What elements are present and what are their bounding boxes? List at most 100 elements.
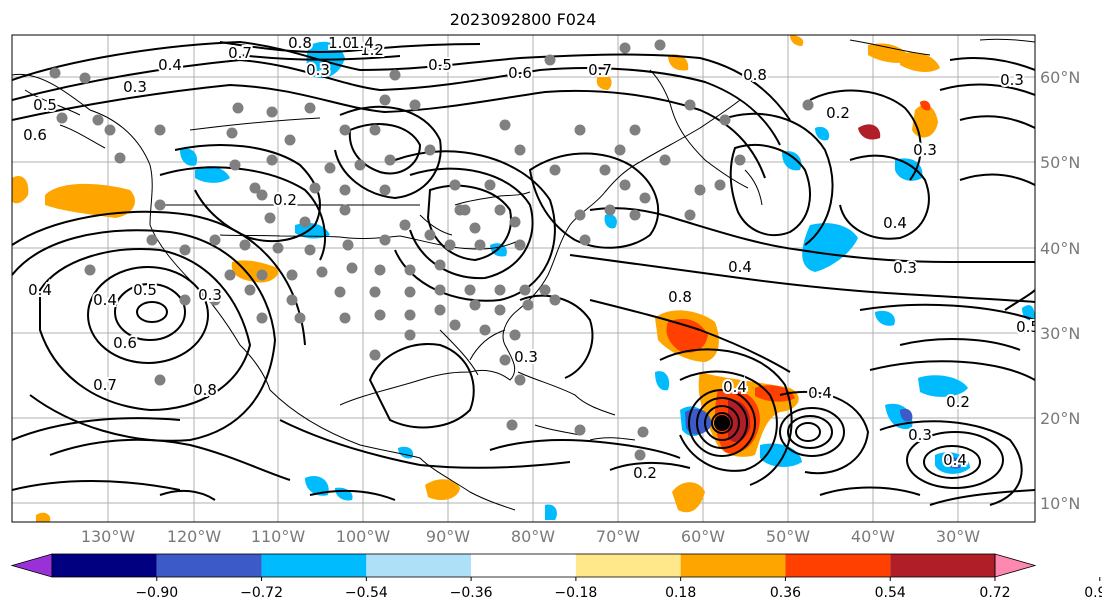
contour-label: 0.2 xyxy=(946,393,970,411)
station-marker xyxy=(154,374,166,386)
contour-label: 0.2 xyxy=(633,464,657,482)
contour-label: 0.4 xyxy=(28,281,52,299)
contour-label: 0.2 xyxy=(826,104,850,122)
contour-label: 0.7 xyxy=(93,376,117,394)
station-marker xyxy=(539,284,551,296)
station-marker xyxy=(404,309,416,321)
contour-label: 0.3 xyxy=(123,78,147,96)
station-marker xyxy=(334,286,346,298)
map-frame xyxy=(11,34,1036,523)
station-marker xyxy=(494,204,506,216)
station-marker xyxy=(494,304,506,316)
station-marker xyxy=(294,312,306,324)
latitude-label: 40°N xyxy=(1040,239,1080,258)
station-marker xyxy=(229,159,241,171)
fill-orange xyxy=(672,482,705,513)
fill-blue xyxy=(918,375,968,397)
station-marker xyxy=(264,212,276,224)
station-marker xyxy=(506,419,518,431)
station-marker xyxy=(629,209,641,221)
contour-label: 0.5 xyxy=(1016,318,1040,336)
station-markers xyxy=(49,39,814,461)
station-marker xyxy=(179,294,191,306)
station-marker xyxy=(434,304,446,316)
longitude-label: 100°W xyxy=(336,527,391,546)
colorbar-segment xyxy=(52,554,157,577)
station-marker xyxy=(599,164,611,176)
latitude-labels: 60°N 50°N 40°N 30°N 20°N 10°N xyxy=(1040,68,1080,513)
fill-darkred xyxy=(858,124,881,140)
colorbar-tick-label: 0.90 xyxy=(1084,585,1102,601)
fill-blue xyxy=(815,126,830,141)
station-marker xyxy=(379,184,391,196)
longitude-label: 50°W xyxy=(766,527,810,546)
contour-label: 0.7 xyxy=(588,61,612,79)
longitude-label: 90°W xyxy=(426,527,470,546)
station-marker xyxy=(146,234,158,246)
station-marker xyxy=(514,374,526,386)
colorbar-tick-label: 0.36 xyxy=(770,585,801,601)
station-marker xyxy=(549,294,561,306)
station-marker xyxy=(404,286,416,298)
station-marker xyxy=(469,299,481,311)
station-marker xyxy=(256,189,268,201)
station-marker xyxy=(409,99,421,111)
station-marker xyxy=(389,69,401,81)
contour-label: 0.5 xyxy=(428,56,452,74)
station-marker xyxy=(449,319,461,331)
fill-orange xyxy=(45,183,135,218)
fill-orange xyxy=(900,52,940,72)
station-marker xyxy=(346,262,358,274)
station-marker xyxy=(286,294,298,306)
contour-label: 0.5 xyxy=(33,96,57,114)
longitude-label: 80°W xyxy=(511,527,555,546)
map-background xyxy=(12,35,1035,522)
station-marker xyxy=(304,244,316,256)
station-marker xyxy=(104,124,116,136)
station-marker xyxy=(802,99,814,111)
colorbar-segment xyxy=(890,554,995,577)
longitude-label: 70°W xyxy=(596,527,640,546)
contour-label: 0.3 xyxy=(908,426,932,444)
station-marker xyxy=(719,114,731,126)
station-marker xyxy=(659,154,671,166)
storm-center-marker xyxy=(714,415,730,431)
station-marker xyxy=(629,124,641,136)
contour-label: 0.8 xyxy=(668,288,692,306)
station-marker xyxy=(266,154,278,166)
fill-blue xyxy=(604,214,617,229)
map-title: 2023092800 F024 xyxy=(450,10,597,29)
station-marker xyxy=(266,106,278,118)
station-marker xyxy=(574,424,586,436)
fill-orange xyxy=(668,54,689,71)
station-marker xyxy=(339,312,351,324)
station-marker xyxy=(614,144,626,156)
station-marker xyxy=(634,449,646,461)
contour-label: 0.2 xyxy=(273,191,297,209)
station-marker xyxy=(494,284,506,296)
station-marker xyxy=(92,114,104,126)
station-marker xyxy=(79,72,91,84)
latitude-label: 60°N xyxy=(1040,68,1080,87)
colorbar-segment xyxy=(156,554,262,577)
fill-blue-mid xyxy=(945,456,961,469)
contour-label: 0.7 xyxy=(228,44,252,62)
station-marker xyxy=(399,219,411,231)
station-marker xyxy=(49,67,61,79)
station-marker xyxy=(369,286,381,298)
station-marker xyxy=(509,216,521,228)
colorbar-tick-label: 0.18 xyxy=(665,585,696,601)
fill-blue xyxy=(782,151,802,171)
station-marker xyxy=(374,309,386,321)
colorbar-tick-label: −0.72 xyxy=(240,585,283,601)
station-marker xyxy=(342,239,354,251)
contour-label: 0.4 xyxy=(158,56,182,74)
colorbar-tick-label: −0.18 xyxy=(554,585,597,601)
station-marker xyxy=(424,229,436,241)
colorbar-segment xyxy=(366,554,472,577)
station-marker xyxy=(239,239,251,251)
anomaly-shading xyxy=(12,35,1035,522)
contour-label: 0.6 xyxy=(508,64,532,82)
contour-label: 0.4 xyxy=(943,451,967,469)
